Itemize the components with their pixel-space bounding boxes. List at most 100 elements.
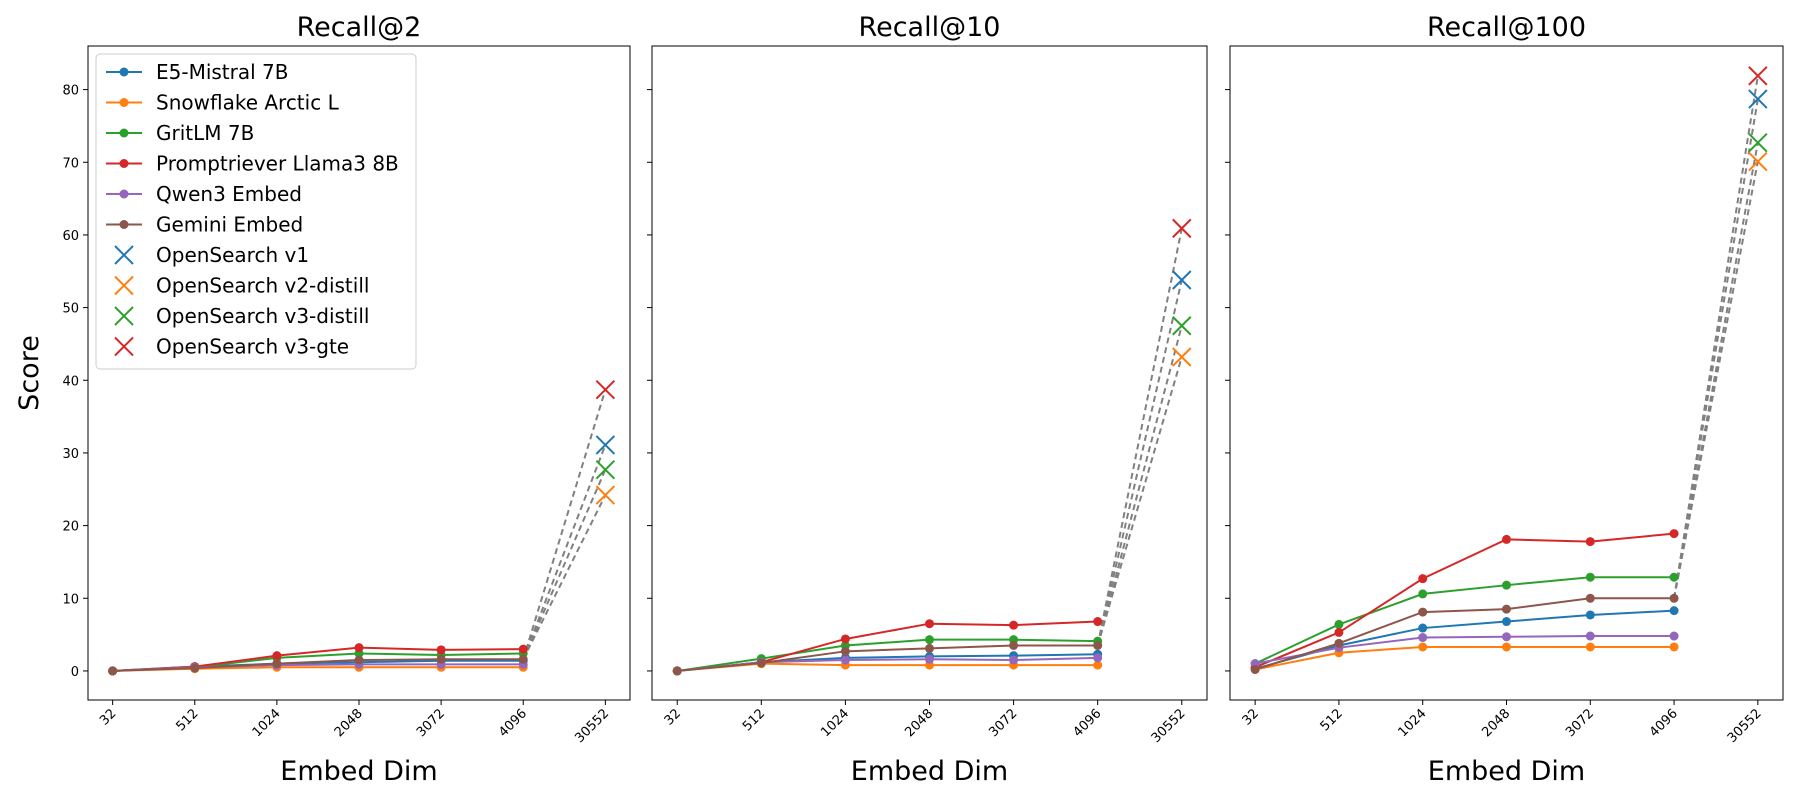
data-point: [925, 619, 934, 629]
legend-dot: [119, 189, 129, 199]
y-tick-label: 0: [71, 665, 79, 680]
data-point: [354, 655, 364, 665]
x-marker: [1172, 270, 1192, 290]
series-line: [1254, 576, 1675, 665]
x-tick-label: 4096: [1071, 706, 1105, 740]
x-tick-label: 512: [1318, 706, 1346, 734]
x-tick-label: 512: [740, 706, 768, 734]
legend-dot: [119, 159, 129, 168]
data-point: [1585, 593, 1595, 603]
data-point: [1093, 617, 1103, 627]
data-point: [108, 666, 118, 676]
x-marker: [1748, 151, 1768, 172]
connector: [522, 494, 607, 660]
data-point: [1093, 653, 1103, 663]
subplot-title: Recall@10: [859, 12, 1001, 43]
legend-box: [95, 53, 417, 370]
legend-label: OpenSearch v3-gte: [156, 335, 349, 359]
x-marker: [1172, 347, 1192, 367]
data-point: [1585, 631, 1595, 641]
connector: [522, 469, 607, 660]
legend-label: Promptriever Llama3 8B: [156, 152, 399, 176]
legend-dot: [119, 128, 129, 138]
x-tick-label: 2048: [332, 706, 366, 740]
data-point: [1585, 537, 1595, 547]
y-tick-label: 40: [62, 374, 79, 389]
connector: [1096, 356, 1183, 646]
x-tick-label: 32: [662, 706, 684, 728]
data-point: [1334, 638, 1344, 648]
x-marker: [595, 459, 616, 480]
series-line: [112, 658, 524, 672]
x-marker: [1748, 66, 1768, 86]
subplot: Recall@100 Embed Dim 32 512 1024 2048 3072 4096…: [1225, 12, 1784, 787]
x-tick-label: 30552: [1149, 706, 1189, 746]
data-point: [1334, 619, 1344, 629]
x-marker: [1172, 218, 1192, 239]
legend-x: [114, 275, 134, 296]
data-point: [1418, 633, 1428, 643]
legend-label: GritLM 7B: [156, 121, 254, 145]
legend-x: [114, 336, 134, 357]
x-tick-label: 4096: [496, 706, 530, 740]
x-marker: [595, 380, 616, 400]
legend-label: Qwen3 Embed: [156, 182, 302, 206]
data-point: [840, 646, 850, 656]
legend-label: Snowflake Arctic L: [156, 91, 340, 115]
data-point: [1669, 529, 1679, 539]
data-point: [1009, 655, 1019, 665]
data-point: [840, 634, 850, 644]
subplot: Recall@2 Embed Dim Score 0 10 20 30 40 50 60 70 80 3…: [14, 12, 631, 787]
y-tick-label: 70: [62, 156, 79, 171]
data-point: [1009, 620, 1019, 630]
data-point: [1669, 642, 1679, 652]
y-tick-label: 60: [62, 229, 79, 244]
x-tick-label: 32: [97, 706, 119, 728]
legend-label: OpenSearch v2-distill: [156, 274, 369, 298]
series-line: [1254, 635, 1675, 665]
data-point: [1669, 606, 1679, 616]
data-point: [1093, 660, 1103, 670]
x-tick-label: 1024: [250, 706, 284, 740]
connector: [1673, 142, 1759, 599]
data-point: [1502, 604, 1511, 614]
y-tick-label: 80: [62, 84, 79, 99]
data-point: [1585, 642, 1595, 652]
series-line: [677, 638, 1098, 672]
x-tick-label: 3072: [414, 706, 448, 740]
x-tick-label: 2048: [902, 706, 936, 740]
legend-x: [114, 245, 134, 265]
data-point: [1334, 627, 1344, 637]
x-axis-label: Embed Dim: [280, 756, 437, 787]
data-point: [840, 655, 850, 665]
x-marker: [1748, 132, 1768, 153]
plot-area: [1229, 45, 1784, 701]
legend-label: OpenSearch v1: [156, 243, 309, 267]
connector: [522, 444, 607, 660]
x-tick-label: 2048: [1479, 706, 1513, 740]
x-tick-label: 1024: [1396, 706, 1430, 740]
data-point: [518, 644, 528, 654]
data-point: [925, 635, 934, 645]
x-axis-label: Embed Dim: [1428, 756, 1585, 787]
series-line: [1254, 597, 1675, 671]
subplot-title: Recall@2: [297, 12, 422, 43]
x-marker: [595, 435, 616, 455]
x-tick-label: 3072: [1563, 706, 1597, 740]
x-tick-label: 32: [1240, 706, 1262, 728]
data-point: [436, 645, 446, 655]
data-point: [1502, 580, 1511, 590]
x-marker: [1172, 316, 1192, 336]
data-point: [272, 659, 282, 669]
plot-area: [651, 45, 1208, 701]
y-axis-label: Score: [14, 335, 45, 411]
legend-label: Gemini Embed: [156, 213, 303, 237]
data-point: [1418, 589, 1428, 599]
y-tick-label: 20: [62, 520, 79, 535]
data-point: [756, 658, 766, 668]
data-point: [925, 643, 934, 653]
data-point: [1585, 610, 1595, 620]
data-point: [1418, 607, 1428, 617]
data-point: [1585, 572, 1595, 582]
